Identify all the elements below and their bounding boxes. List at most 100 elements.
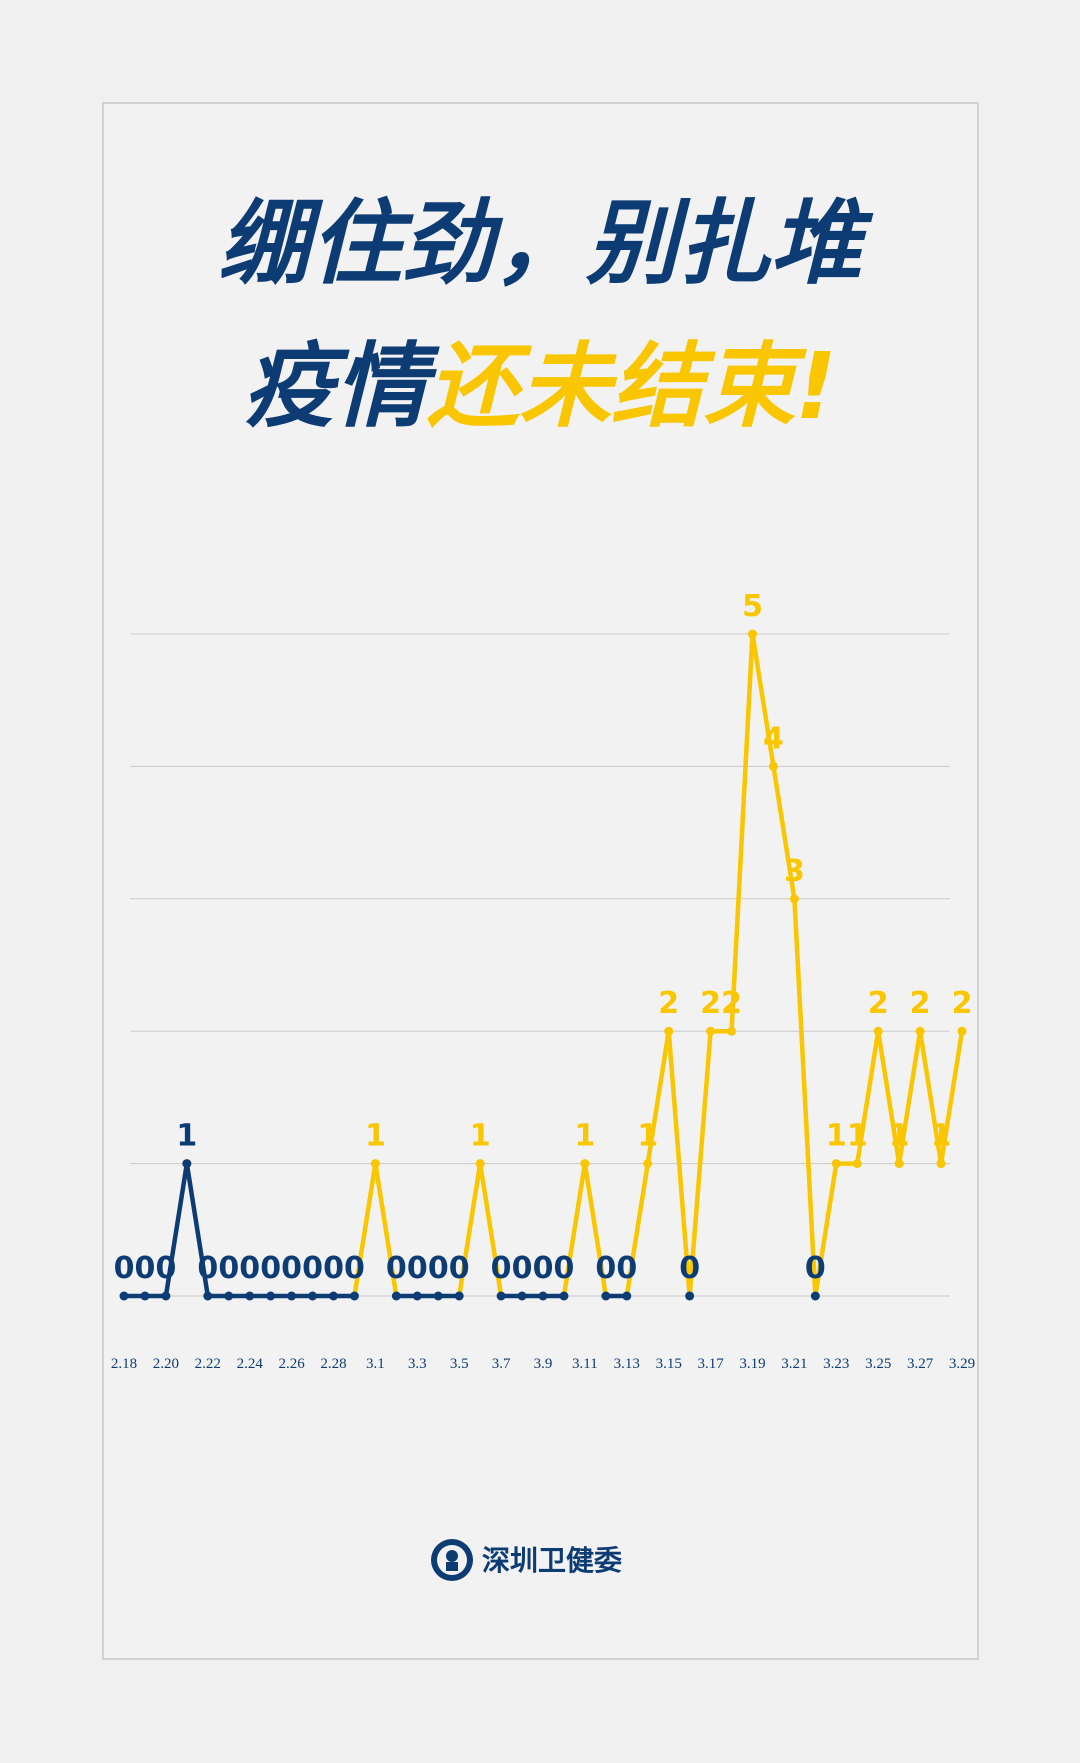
x-tick-label: 3.23 <box>823 1356 849 1372</box>
data-label: 0 <box>114 1251 135 1286</box>
point <box>287 1291 297 1301</box>
point <box>475 1159 485 1169</box>
data-label: 0 <box>428 1251 449 1286</box>
point <box>245 1291 255 1301</box>
point <box>119 1291 129 1301</box>
point <box>454 1291 464 1301</box>
x-tick-label: 2.28 <box>320 1356 346 1372</box>
data-label: 0 <box>344 1251 365 1286</box>
point <box>643 1159 653 1169</box>
x-tick-label: 3.5 <box>450 1356 469 1372</box>
line-segment <box>938 1028 965 1166</box>
data-label: 1 <box>637 1119 658 1154</box>
point <box>433 1291 443 1301</box>
point <box>727 1026 737 1036</box>
data-label: 0 <box>407 1251 428 1286</box>
data-label: 1 <box>574 1119 595 1154</box>
x-tick-label: 3.27 <box>907 1356 934 1372</box>
data-label: 1 <box>889 1119 910 1154</box>
line-segment <box>771 764 797 902</box>
data-label: 0 <box>155 1251 176 1286</box>
line-segment <box>917 1028 944 1166</box>
frame <box>102 102 979 1660</box>
point <box>349 1291 359 1301</box>
point <box>517 1291 527 1301</box>
line-segment <box>373 1161 399 1299</box>
point <box>915 1026 925 1036</box>
line-segment <box>645 1028 671 1166</box>
line-segment <box>561 1161 588 1299</box>
data-label: 2 <box>721 986 742 1021</box>
line-segment <box>792 896 818 1299</box>
x-tick-label: 2.18 <box>111 1356 137 1372</box>
point <box>622 1291 632 1301</box>
point <box>748 629 757 639</box>
data-label: 3 <box>784 854 805 889</box>
data-label: 0 <box>595 1251 616 1286</box>
point <box>182 1159 192 1169</box>
data-label: 1 <box>847 1119 868 1154</box>
point <box>538 1291 548 1301</box>
x-tick-label: 3.21 <box>781 1356 807 1372</box>
data-label: 0 <box>386 1251 407 1286</box>
data-label: 0 <box>554 1251 575 1286</box>
point <box>140 1291 150 1301</box>
point <box>894 1159 904 1169</box>
line-segment <box>729 631 755 1034</box>
logo <box>431 1539 473 1581</box>
line-segment <box>477 1161 504 1299</box>
data-label: 2 <box>700 986 721 1021</box>
point <box>161 1291 171 1301</box>
point <box>203 1291 213 1301</box>
point <box>685 1291 695 1301</box>
x-tick-label: 2.20 <box>153 1356 179 1372</box>
x-tick-label: 2.24 <box>237 1356 264 1372</box>
point <box>496 1291 506 1301</box>
data-label: 4 <box>763 721 784 756</box>
x-tick-label: 3.3 <box>408 1356 427 1372</box>
point <box>391 1291 401 1301</box>
point <box>224 1291 234 1301</box>
point <box>873 1026 883 1036</box>
data-label: 0 <box>512 1251 533 1286</box>
line-segment <box>163 1161 190 1299</box>
line-segment <box>352 1161 378 1299</box>
x-tick-label: 3.29 <box>949 1356 975 1372</box>
x-tick-label: 2.22 <box>195 1356 221 1372</box>
point <box>580 1159 590 1169</box>
x-tick-label: 3.13 <box>614 1356 640 1372</box>
point <box>308 1291 318 1301</box>
point <box>706 1026 716 1036</box>
data-label: 1 <box>826 1119 847 1154</box>
point <box>768 761 778 771</box>
title: 绷住劲，别扎堆 <box>218 190 874 297</box>
point <box>664 1026 674 1036</box>
data-label: 1 <box>176 1119 197 1154</box>
data-label: 0 <box>616 1251 637 1286</box>
x-tick-label: 3.17 <box>697 1356 724 1372</box>
line-segment <box>456 1161 483 1299</box>
data-label: 0 <box>218 1251 239 1286</box>
data-label: 5 <box>742 589 763 624</box>
line-segment <box>896 1028 923 1166</box>
point <box>852 1159 862 1169</box>
x-tick-label: 3.25 <box>865 1356 891 1372</box>
line-segment <box>875 1028 902 1166</box>
point <box>957 1026 967 1036</box>
x-tick-label: 3.9 <box>534 1356 553 1372</box>
point <box>329 1291 338 1301</box>
x-tick-label: 3.15 <box>656 1356 682 1372</box>
subtitle-part: 还未结束! <box>427 333 837 440</box>
data-label: 0 <box>135 1251 156 1286</box>
line-segment <box>624 1161 650 1299</box>
data-label: 0 <box>491 1251 512 1286</box>
data-label: 0 <box>449 1251 470 1286</box>
point <box>559 1291 569 1301</box>
x-tick-label: 3.11 <box>572 1356 598 1372</box>
subtitle: 疫情还未结束! <box>243 333 837 440</box>
data-label: 0 <box>260 1251 281 1286</box>
data-label: 2 <box>658 986 679 1021</box>
line-segment <box>184 1161 211 1299</box>
data-label: 0 <box>533 1251 554 1286</box>
